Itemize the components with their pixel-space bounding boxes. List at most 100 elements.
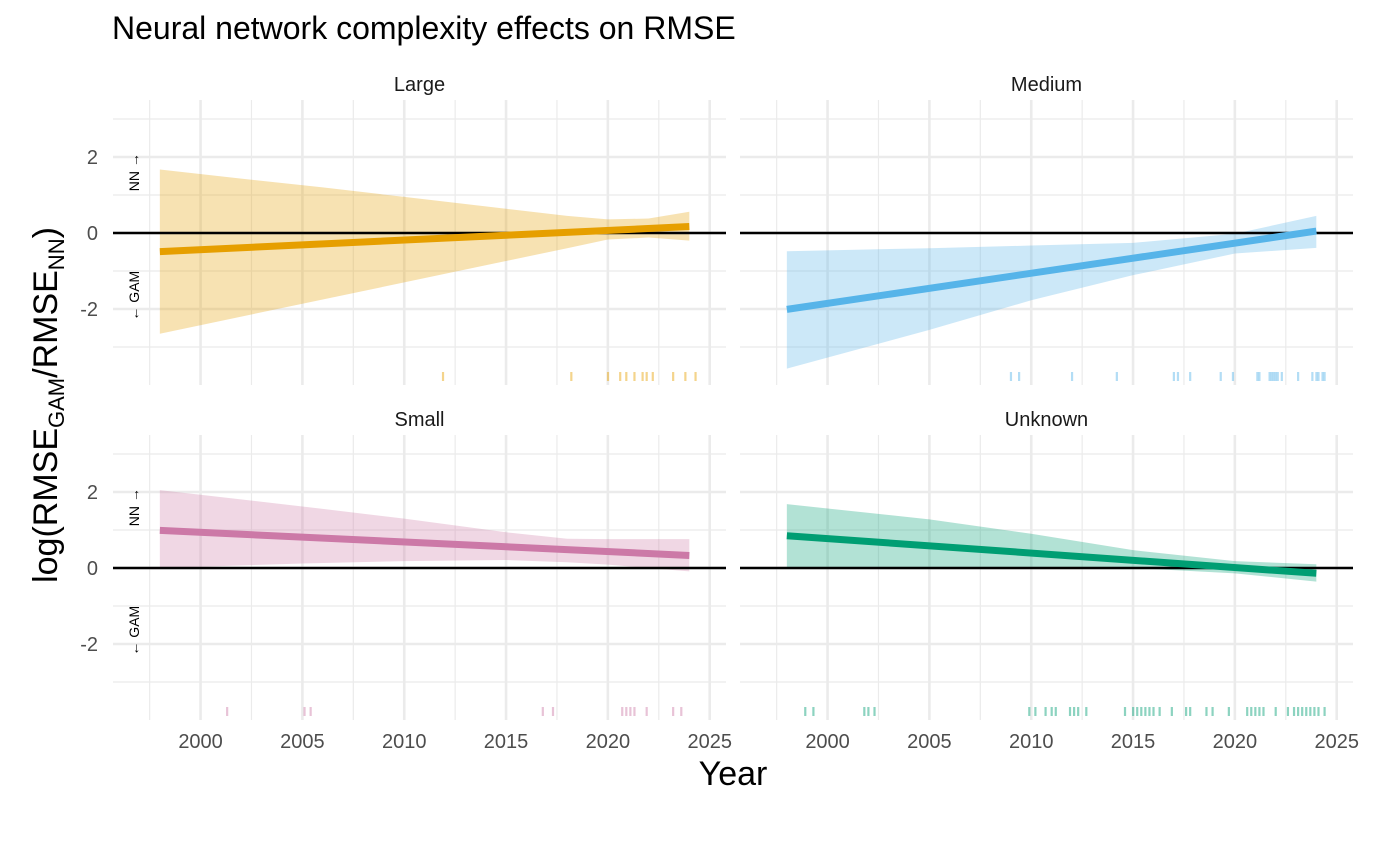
rug-mark — [873, 707, 876, 716]
x-tick-label: 2015 — [1111, 731, 1156, 753]
y-tick-label: 0 — [87, 558, 98, 580]
rug-mark — [1070, 372, 1074, 381]
x-tick-label: 2010 — [1009, 731, 1054, 753]
rug-mark — [1077, 707, 1080, 716]
facet-label: Medium — [1011, 74, 1082, 96]
rug-mark — [1158, 707, 1161, 716]
rug-mark — [1219, 372, 1222, 381]
rug-mark — [1189, 372, 1192, 381]
y-tick-label: -2 — [80, 634, 98, 656]
y-label-subscript: NN — [44, 238, 69, 270]
facet-label: Large — [394, 74, 445, 96]
rug-mark — [621, 707, 624, 716]
rug-mark — [1270, 372, 1273, 381]
rug-mark — [1176, 372, 1180, 381]
y-tick-label: 2 — [87, 147, 98, 169]
x-tick-label: 2005 — [907, 731, 952, 753]
rug-mark — [1268, 372, 1271, 381]
panel-medium: Medium — [740, 74, 1353, 385]
y-tick-label: 2 — [87, 482, 98, 504]
rug-mark — [1085, 707, 1088, 716]
rug-mark — [1250, 707, 1253, 716]
rug-mark — [1274, 707, 1277, 716]
y-label-part: RMSE — [27, 428, 65, 526]
rug-mark — [1068, 707, 1072, 716]
rug-mark — [680, 707, 683, 716]
x-tick-label: 2000 — [805, 731, 850, 753]
rug-mark — [1311, 372, 1314, 381]
rug-mark — [1189, 707, 1192, 716]
rug-mark — [1144, 707, 1147, 716]
rug-mark — [1227, 707, 1230, 716]
rug-mark — [1315, 372, 1318, 381]
confidence-ribbon — [786, 215, 1317, 369]
facet-label: Small — [394, 409, 444, 431]
rug-mark — [606, 372, 610, 381]
rug-mark — [1034, 707, 1037, 716]
rug-mark — [1185, 707, 1188, 716]
x-tick-label: 2025 — [687, 731, 732, 753]
y-axis-label-text: log(RMSEGAM/RMSENN) — [27, 227, 69, 583]
rug-mark — [1246, 707, 1249, 716]
rug-mark — [1262, 707, 1265, 716]
rug-mark — [1286, 707, 1290, 716]
rug-mark — [625, 372, 628, 381]
rug-mark — [1136, 707, 1139, 716]
rug-mark — [812, 707, 815, 716]
annotation-gam-better: ← GAM — [126, 606, 142, 656]
rug-mark — [309, 707, 312, 716]
rug-mark — [1172, 372, 1175, 381]
rug-mark — [1317, 372, 1320, 381]
rug-mark — [867, 707, 870, 716]
x-tick-label: 2020 — [1213, 731, 1258, 753]
rug-mark — [1301, 707, 1304, 716]
rug-mark — [625, 707, 628, 716]
chart-title: Neural network complexity effects on RMS… — [112, 10, 736, 46]
rug-mark — [633, 707, 636, 716]
rug-mark — [1254, 707, 1257, 716]
rug-mark — [1044, 707, 1047, 716]
panel-small: Small -2 0 2 NN → ← GAM 2000 2005 2010 2015 2020 20… — [80, 409, 732, 753]
rug-mark — [1321, 372, 1324, 381]
y-label-subscript: GAM — [44, 378, 69, 428]
annotation-nn-better: NN → — [126, 153, 142, 191]
rug-mark — [1072, 707, 1076, 716]
rug-mark — [1280, 372, 1283, 381]
rug-mark — [672, 372, 675, 381]
annotation-gam-better: ← GAM — [126, 271, 142, 321]
x-tick-label: 2015 — [484, 731, 529, 753]
rug-mark — [1170, 707, 1173, 716]
rug-mark — [633, 372, 636, 381]
rug-mark — [303, 707, 306, 716]
rug-mark — [441, 372, 445, 381]
rug-mark — [1231, 372, 1235, 381]
rug-mark — [1297, 707, 1300, 716]
y-label-part: ) — [27, 227, 65, 238]
facet-label: Unknown — [1005, 409, 1088, 431]
rug-mark — [1274, 372, 1277, 381]
rug-mark — [804, 707, 807, 716]
rug-mark — [1276, 372, 1279, 381]
rug-mark — [694, 372, 697, 381]
rug-mark — [1009, 372, 1013, 381]
rug-mark — [1297, 372, 1300, 381]
panel-unknown: Unknown 2000 2005 2010 2015 2020 2025 — [740, 409, 1359, 753]
rug-mark — [1152, 707, 1155, 716]
rug-mark — [1205, 707, 1208, 716]
x-tick-label: 2000 — [178, 731, 223, 753]
y-label-part: log( — [27, 526, 65, 583]
rug-mark — [1211, 707, 1214, 716]
rug-mark — [226, 707, 229, 716]
y-tick-label: 0 — [87, 223, 98, 245]
x-axis-label: Year — [699, 755, 768, 793]
rug-mark — [1123, 707, 1127, 716]
rug-mark — [551, 707, 555, 716]
trend-line — [159, 223, 690, 256]
rug-mark — [541, 707, 544, 716]
rug-mark — [651, 372, 654, 381]
rug-mark — [645, 707, 648, 716]
trend-line — [786, 532, 1317, 577]
annotation-nn-better: NN → — [126, 488, 142, 526]
rug-mark — [672, 707, 675, 716]
rug-mark — [1323, 372, 1326, 381]
